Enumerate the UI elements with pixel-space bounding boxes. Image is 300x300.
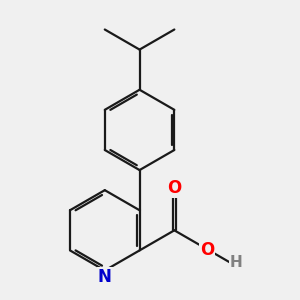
- Text: N: N: [98, 268, 112, 286]
- Text: O: O: [167, 179, 182, 197]
- Text: O: O: [200, 242, 214, 260]
- Text: H: H: [230, 255, 242, 270]
